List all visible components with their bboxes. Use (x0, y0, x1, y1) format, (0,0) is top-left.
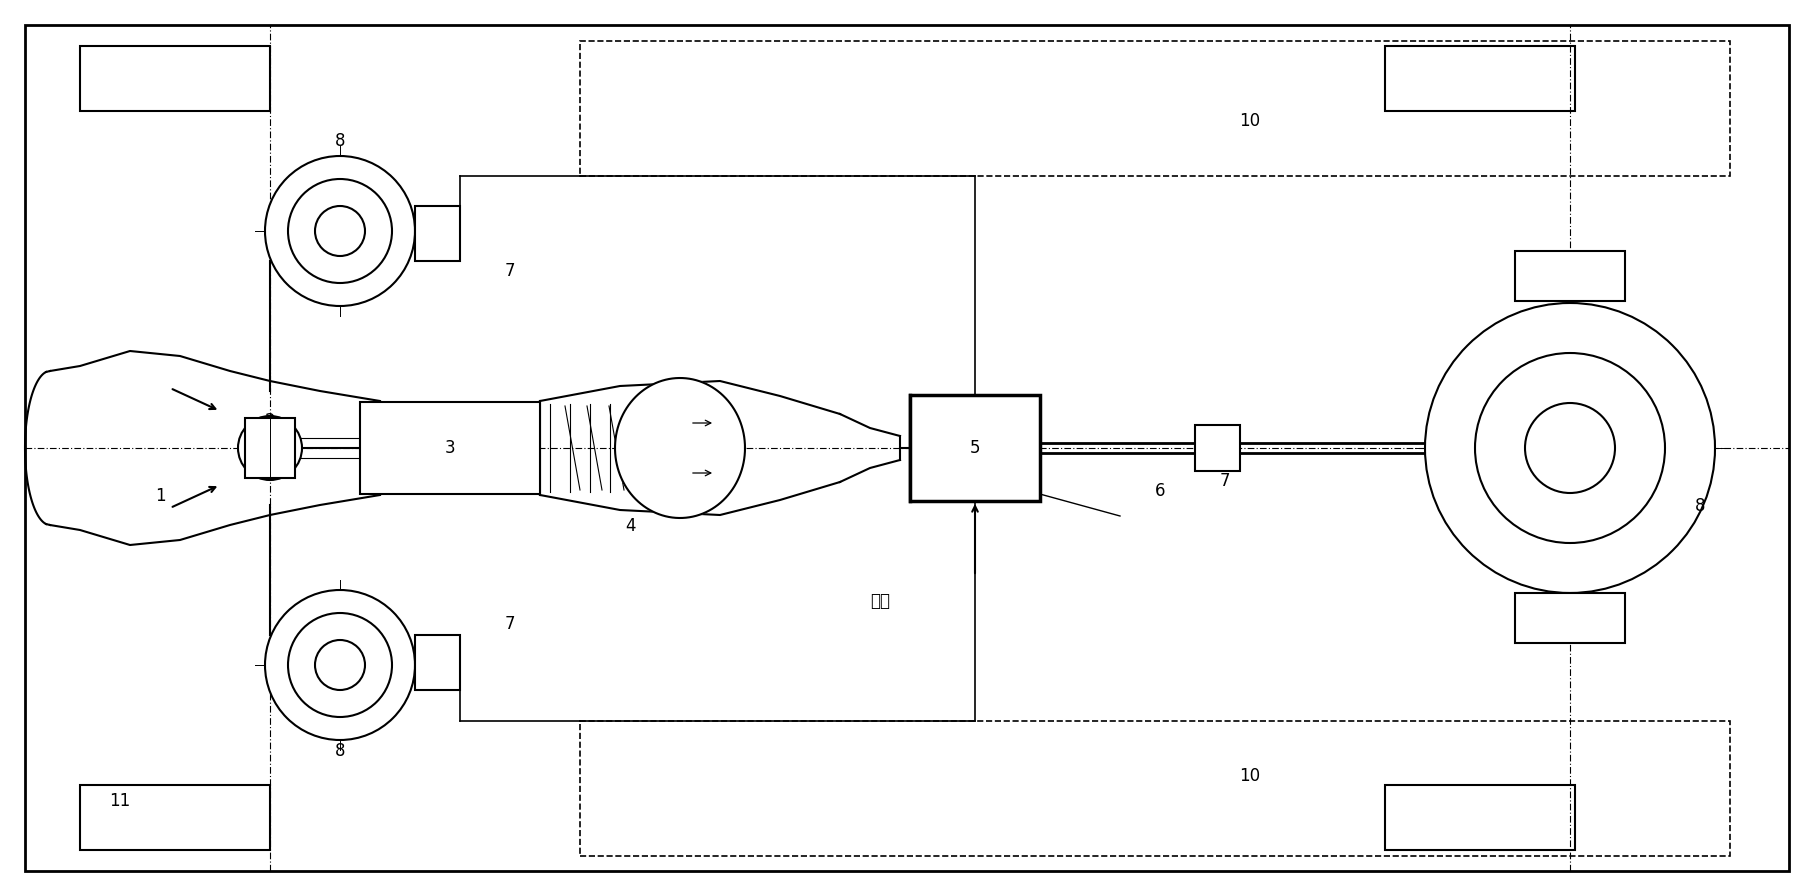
Circle shape (1526, 403, 1614, 493)
Bar (1195, 425, 1241, 471)
Text: 1: 1 (154, 487, 165, 505)
Circle shape (1475, 353, 1665, 543)
Circle shape (265, 156, 415, 306)
Circle shape (238, 416, 301, 480)
Circle shape (316, 206, 365, 256)
Circle shape (265, 590, 415, 740)
Text: 7: 7 (1219, 472, 1230, 490)
Bar (1515, 251, 1625, 301)
Circle shape (288, 613, 392, 717)
Bar (415, 206, 461, 261)
Text: 5: 5 (970, 439, 980, 457)
Bar (1386, 46, 1575, 111)
Bar (359, 402, 541, 494)
Text: 10: 10 (1239, 112, 1261, 130)
Text: 燃料: 燃料 (871, 592, 891, 610)
Circle shape (288, 179, 392, 283)
Bar (911, 395, 1039, 501)
Bar (80, 46, 270, 111)
Circle shape (1426, 303, 1714, 593)
Bar (1386, 785, 1575, 850)
Text: 3: 3 (444, 439, 455, 457)
Text: 8: 8 (336, 132, 345, 150)
Text: 4: 4 (624, 517, 635, 535)
Circle shape (316, 640, 365, 690)
Bar (80, 785, 270, 850)
Text: 9: 9 (1565, 272, 1575, 290)
Bar (245, 418, 296, 478)
Bar (580, 41, 1731, 176)
Text: 6: 6 (1156, 482, 1165, 500)
Text: 10: 10 (1239, 767, 1261, 785)
Circle shape (252, 430, 288, 466)
Text: 11: 11 (109, 792, 131, 810)
Text: 7: 7 (504, 615, 515, 633)
Polygon shape (615, 378, 746, 518)
Bar (1515, 593, 1625, 643)
Bar (415, 635, 461, 690)
Bar (580, 721, 1731, 856)
Text: 8: 8 (1694, 497, 1705, 515)
Text: 8: 8 (336, 742, 345, 760)
Text: 2: 2 (265, 412, 276, 430)
Text: 7: 7 (504, 262, 515, 280)
